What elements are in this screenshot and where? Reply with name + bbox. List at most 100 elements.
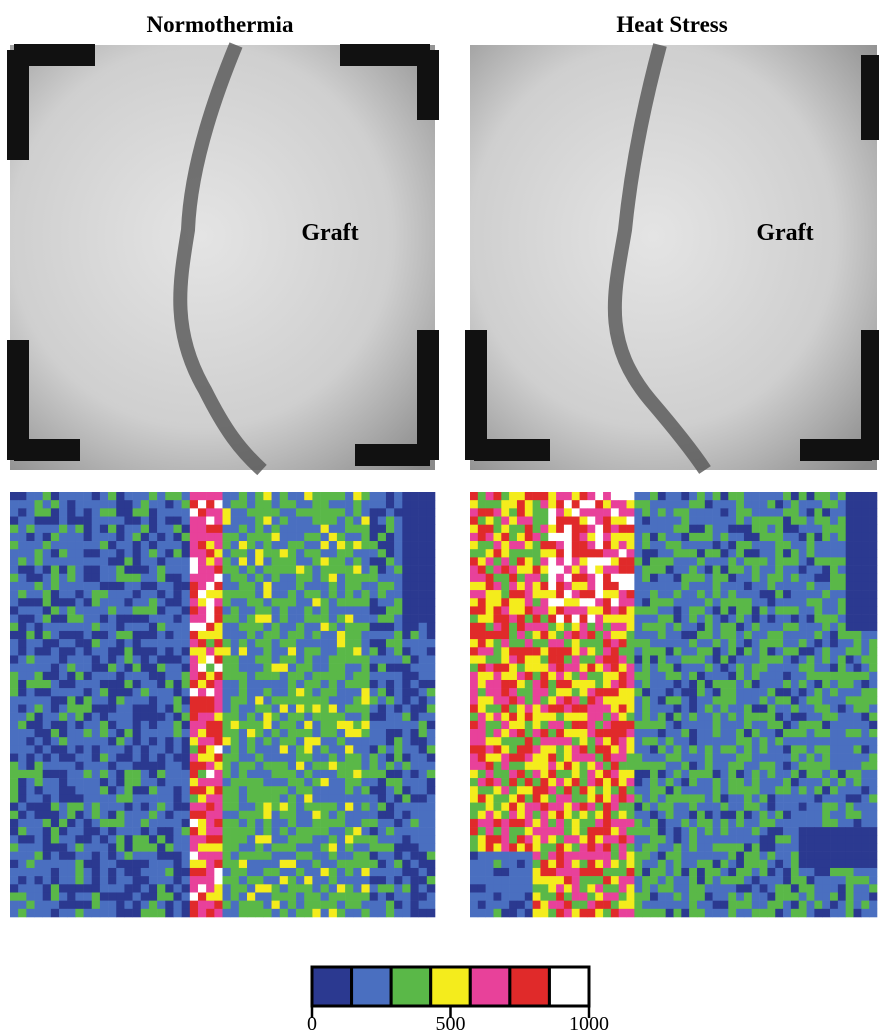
pixel bbox=[603, 615, 611, 623]
pixel bbox=[35, 598, 43, 606]
pixel bbox=[666, 566, 674, 574]
pixel bbox=[564, 517, 572, 525]
pixel bbox=[18, 737, 26, 745]
pixel bbox=[533, 549, 541, 557]
pixel bbox=[775, 623, 783, 631]
pixel bbox=[587, 525, 595, 533]
pixel bbox=[650, 639, 658, 647]
pixel bbox=[182, 901, 190, 909]
pixel bbox=[564, 803, 572, 811]
pixel bbox=[642, 606, 650, 614]
pixel bbox=[752, 655, 760, 663]
pixel bbox=[378, 696, 386, 704]
pixel bbox=[775, 696, 783, 704]
pixel bbox=[149, 517, 157, 525]
pixel bbox=[619, 541, 627, 549]
pixel bbox=[486, 811, 494, 819]
pixel bbox=[501, 639, 509, 647]
pixel bbox=[59, 884, 67, 892]
pixel bbox=[296, 639, 304, 647]
pixel bbox=[744, 541, 752, 549]
pixel bbox=[611, 598, 619, 606]
pixel bbox=[666, 803, 674, 811]
pixel bbox=[173, 664, 181, 672]
pixel bbox=[100, 705, 108, 713]
pixel bbox=[386, 892, 394, 900]
pixel bbox=[572, 598, 580, 606]
pixel bbox=[674, 827, 682, 835]
pixel bbox=[18, 598, 26, 606]
pixel bbox=[619, 688, 627, 696]
pixel bbox=[239, 762, 247, 770]
pixel bbox=[296, 590, 304, 598]
pixel bbox=[280, 843, 288, 851]
pixel bbox=[650, 574, 658, 582]
pixel bbox=[501, 778, 509, 786]
pixel bbox=[92, 721, 100, 729]
pixel bbox=[10, 574, 18, 582]
pixel bbox=[304, 754, 312, 762]
pixel bbox=[402, 688, 410, 696]
pixel bbox=[43, 615, 51, 623]
pixel bbox=[182, 794, 190, 802]
pixel bbox=[642, 835, 650, 843]
pixel bbox=[312, 541, 320, 549]
pixel bbox=[493, 827, 501, 835]
pixel bbox=[108, 549, 116, 557]
pixel bbox=[75, 688, 83, 696]
pixel bbox=[427, 574, 435, 582]
pixel bbox=[231, 868, 239, 876]
pixel bbox=[752, 500, 760, 508]
pixel bbox=[67, 533, 75, 541]
pixel bbox=[493, 525, 501, 533]
pixel bbox=[149, 778, 157, 786]
pixel bbox=[59, 770, 67, 778]
pixel bbox=[321, 786, 329, 794]
pixel bbox=[791, 819, 799, 827]
pixel bbox=[587, 770, 595, 778]
pixel bbox=[263, 762, 271, 770]
pixel bbox=[869, 770, 877, 778]
pixel bbox=[386, 664, 394, 672]
pixel bbox=[280, 876, 288, 884]
pixel bbox=[767, 492, 775, 500]
pixel bbox=[814, 517, 822, 525]
pixel bbox=[263, 647, 271, 655]
pixel bbox=[190, 500, 198, 508]
pixel bbox=[108, 672, 116, 680]
pixel bbox=[478, 639, 486, 647]
pixel bbox=[345, 901, 353, 909]
pixel bbox=[861, 827, 869, 835]
pixel bbox=[697, 647, 705, 655]
pixel bbox=[231, 696, 239, 704]
pixel bbox=[124, 598, 132, 606]
pixel bbox=[108, 762, 116, 770]
pixel bbox=[108, 819, 116, 827]
pixel bbox=[587, 811, 595, 819]
pixel bbox=[173, 901, 181, 909]
pixel bbox=[75, 729, 83, 737]
pixel bbox=[206, 770, 214, 778]
pixel bbox=[43, 557, 51, 565]
pixel bbox=[728, 786, 736, 794]
pixel bbox=[100, 606, 108, 614]
pixel bbox=[486, 508, 494, 516]
pixel bbox=[263, 729, 271, 737]
pixel bbox=[141, 598, 149, 606]
pixel bbox=[619, 696, 627, 704]
pixel bbox=[18, 860, 26, 868]
pixel bbox=[337, 909, 345, 917]
pixel bbox=[84, 786, 92, 794]
pixel bbox=[807, 770, 815, 778]
pixel bbox=[869, 819, 877, 827]
pixel bbox=[783, 705, 791, 713]
pixel bbox=[133, 492, 141, 500]
pixel bbox=[59, 803, 67, 811]
pixel bbox=[580, 778, 588, 786]
pixel bbox=[767, 762, 775, 770]
pixel bbox=[206, 533, 214, 541]
pixel bbox=[394, 754, 402, 762]
pixel bbox=[744, 721, 752, 729]
pixel bbox=[533, 582, 541, 590]
pixel bbox=[587, 843, 595, 851]
